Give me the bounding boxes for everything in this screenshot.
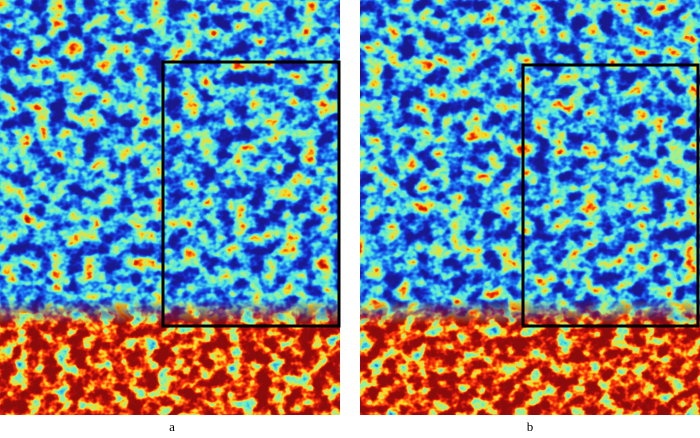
edge-shade <box>0 0 40 320</box>
highlight-box <box>161 60 341 328</box>
panel-label: b <box>527 419 534 434</box>
panel-a: a <box>0 0 341 434</box>
heatmap-lower <box>360 300 700 415</box>
panel-b: b <box>360 0 700 434</box>
heatmap-lower <box>0 300 340 415</box>
panel-label: a <box>169 419 175 434</box>
highlight-box <box>521 63 700 328</box>
